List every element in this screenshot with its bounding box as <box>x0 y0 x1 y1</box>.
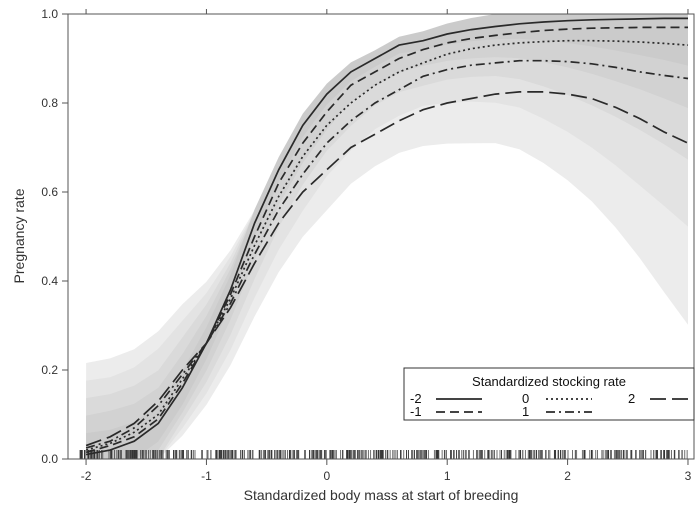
legend-label-m1: -1 <box>410 404 422 419</box>
confidence-bands <box>86 14 689 459</box>
band-m2 <box>86 14 689 459</box>
x-axis-title: Standardized body mass at start of breed… <box>244 487 519 503</box>
series-line-2 <box>85 91 689 447</box>
y-tick-label: 0.2 <box>41 363 58 377</box>
y-tick-label: 1.0 <box>41 7 58 21</box>
band-2 <box>86 14 689 459</box>
series-lines <box>85 17 689 456</box>
series-line-m2 <box>85 17 688 456</box>
legend-label-1: 1 <box>522 404 529 419</box>
plot-frame <box>67 13 695 460</box>
x-tick-label: -1 <box>201 469 212 483</box>
x-tick-label: 1 <box>444 469 451 483</box>
x-tick-label: 0 <box>323 469 330 483</box>
y-axis-title: Pregnancy rate <box>11 188 27 283</box>
x-tick-label: -2 <box>81 469 92 483</box>
y-tick-label: 0.0 <box>41 452 58 466</box>
y-tick-label: 0.4 <box>41 274 58 288</box>
legend-label-m2: -2 <box>410 391 422 406</box>
legend-title: Standardized stocking rate <box>472 374 626 389</box>
legend-label-0: 0 <box>522 391 529 406</box>
legend-label-2: 2 <box>628 391 635 406</box>
legend: Standardized stocking rate -2-1 01 2 <box>403 367 695 421</box>
x-tick-label: 3 <box>685 469 692 483</box>
y-axis: 0.0 0.2 0.4 0.6 0.8 1.0 <box>41 7 68 466</box>
x-axis: -2 -1 0 1 2 3 <box>81 9 692 483</box>
x-tick-label: 2 <box>564 469 571 483</box>
y-tick-label: 0.6 <box>41 185 58 199</box>
rug-marks <box>79 450 688 459</box>
y-tick-label: 0.8 <box>41 96 58 110</box>
series-line-m1 <box>85 26 688 454</box>
series-line-0 <box>85 39 689 451</box>
